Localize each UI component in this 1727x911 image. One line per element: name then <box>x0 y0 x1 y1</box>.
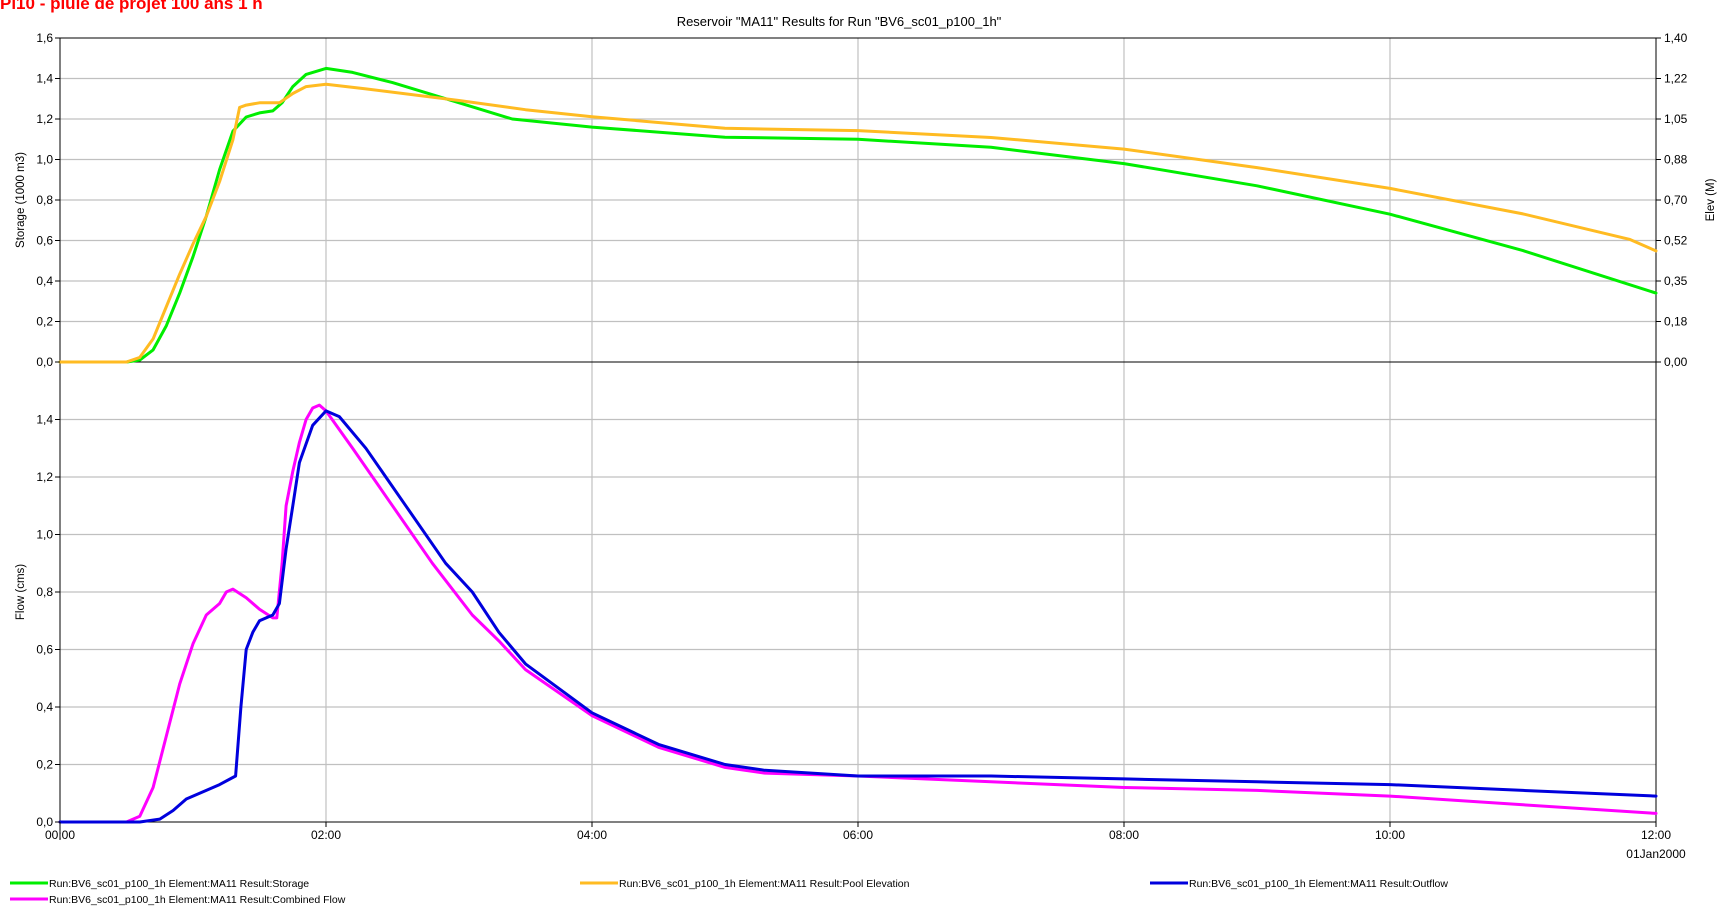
time-tick-label: 08:00 <box>1109 828 1139 842</box>
time-tick-label: 04:00 <box>577 828 607 842</box>
elevation-tick-label: 0,70 <box>1664 193 1688 207</box>
storage-tick-label: 1,2 <box>36 112 53 126</box>
flow-tick-label: 1,2 <box>36 470 53 484</box>
storage-axis: 0,0 0,2 0,4 0,6 0,8 1,0 1,2 1,4 1,6 <box>36 31 60 369</box>
storage-tick-label: 0,4 <box>36 274 53 288</box>
chart-title: Reservoir "MA11" Results for Run "BV6_sc… <box>677 14 1002 29</box>
bottom-panel-series <box>58 403 1658 824</box>
elevation-tick-label: 0,88 <box>1664 153 1688 167</box>
elevation-tick-label: 1,05 <box>1664 112 1688 126</box>
elevation-tick-label: 0,00 <box>1664 355 1688 369</box>
series-line <box>58 82 1658 364</box>
time-tick-label: 10:00 <box>1375 828 1405 842</box>
storage-axis-title: Storage (1000 m3) <box>15 152 27 248</box>
storage-tick-label: 0,2 <box>36 315 53 329</box>
elevation-axis-title: Elev (M) <box>1705 178 1717 221</box>
storage-tick-label: 1,6 <box>36 31 53 45</box>
time-tick-label: 06:00 <box>843 828 873 842</box>
flow-axis-title: Flow (cms) <box>15 564 27 620</box>
storage-tick-label: 0,8 <box>36 193 53 207</box>
legend-entry: Run:BV6_sc01_p100_1h Element:MA11 Result… <box>49 894 346 906</box>
series-line <box>58 409 1658 824</box>
top-panel-series <box>58 66 1658 364</box>
flow-axis: 0,0 0,2 0,4 0,6 0,8 1,0 1,2 1,4 <box>36 413 60 829</box>
time-axis: 00:00 02:00 04:00 06:00 08:00 10:00 12:00 01Jan… <box>45 822 1686 861</box>
storage-tick-label: 0,6 <box>36 234 53 248</box>
elevation-tick-label: 0,35 <box>1664 274 1688 288</box>
elevation-tick-label: 0,18 <box>1664 315 1688 329</box>
flow-tick-label: 0,8 <box>36 585 53 599</box>
elevation-tick-label: 1,40 <box>1664 31 1688 45</box>
flow-tick-label: 0,2 <box>36 758 53 772</box>
storage-tick-label: 1,0 <box>36 153 53 167</box>
storage-tick-label: 0,0 <box>36 355 53 369</box>
flow-tick-label: 0,0 <box>36 815 53 829</box>
overlay-title: Pi10 - pluie de projet 100 ans 1 h <box>0 0 263 13</box>
legend-entry: Run:BV6_sc01_p100_1h Element:MA11 Result… <box>1189 878 1448 890</box>
elevation-tick-label: 0,52 <box>1664 234 1688 248</box>
legend-entry: Run:BV6_sc01_p100_1h Element:MA11 Result… <box>49 878 309 890</box>
elevation-axis: 0,00 0,18 0,35 0,52 0,70 0,88 1,05 1,22 1,40 <box>1656 31 1688 369</box>
flow-tick-label: 0,6 <box>36 643 53 657</box>
legend-entry: Run:BV6_sc01_p100_1h Element:MA11 Result… <box>619 878 910 890</box>
date-label: 01Jan2000 <box>1626 847 1686 861</box>
time-tick-label: 02:00 <box>311 828 341 842</box>
flow-tick-label: 1,4 <box>36 413 53 427</box>
legend: Run:BV6_sc01_p100_1h Element:MA11 Result… <box>10 878 1448 906</box>
time-tick-label: 00:00 <box>45 828 75 842</box>
time-tick-label: 12:00 <box>1641 828 1671 842</box>
bottom-panel-grid <box>60 362 1656 822</box>
flow-tick-label: 0,4 <box>36 700 53 714</box>
series-line <box>58 66 1658 364</box>
elevation-tick-label: 1,22 <box>1664 72 1688 86</box>
storage-tick-label: 1,4 <box>36 72 53 86</box>
flow-tick-label: 1,0 <box>36 528 53 542</box>
top-panel-grid <box>60 38 1656 362</box>
